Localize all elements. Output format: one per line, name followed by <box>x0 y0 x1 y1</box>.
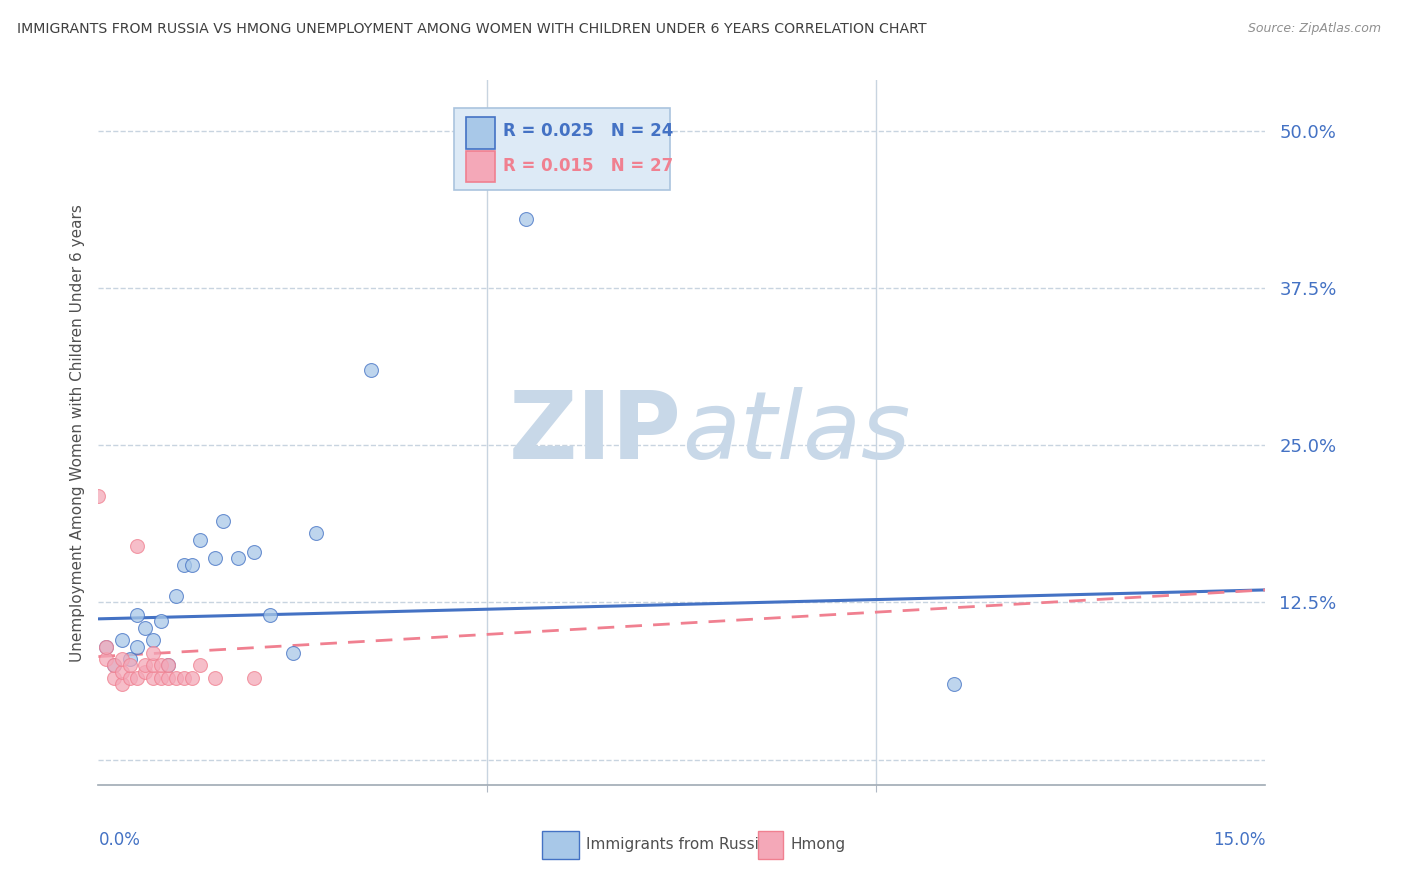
FancyBboxPatch shape <box>465 117 495 149</box>
Point <box>149 658 172 673</box>
Point <box>149 671 172 685</box>
Text: 0.0%: 0.0% <box>98 830 141 849</box>
Point <box>127 608 149 623</box>
Point <box>165 589 187 603</box>
Point <box>305 526 328 541</box>
Text: IMMIGRANTS FROM RUSSIA VS HMONG UNEMPLOYMENT AMONG WOMEN WITH CHILDREN UNDER 6 Y: IMMIGRANTS FROM RUSSIA VS HMONG UNEMPLOY… <box>17 22 927 37</box>
Text: R = 0.015   N = 27: R = 0.015 N = 27 <box>503 157 673 175</box>
Point <box>142 671 165 685</box>
Point <box>173 558 195 572</box>
Point <box>111 665 134 679</box>
Text: ZIP: ZIP <box>509 386 682 479</box>
Point <box>243 671 266 685</box>
Point <box>103 658 125 673</box>
Point <box>111 633 134 648</box>
Point <box>103 658 125 673</box>
Point <box>204 671 226 685</box>
Point <box>118 658 141 673</box>
Text: 15.0%: 15.0% <box>1213 830 1265 849</box>
Point <box>157 658 180 673</box>
Point <box>243 545 266 559</box>
FancyBboxPatch shape <box>541 830 579 859</box>
Point <box>157 658 180 673</box>
Point <box>142 646 165 660</box>
Point <box>281 646 304 660</box>
Text: Hmong: Hmong <box>790 838 845 853</box>
Point <box>149 615 172 629</box>
Point <box>142 658 165 673</box>
Point <box>180 558 202 572</box>
Point <box>87 489 110 503</box>
Point <box>96 652 118 666</box>
Point <box>96 640 118 654</box>
Point <box>127 640 149 654</box>
Text: Immigrants from Russia: Immigrants from Russia <box>586 838 769 853</box>
Text: atlas: atlas <box>682 387 910 478</box>
Point <box>259 608 281 623</box>
Point <box>142 633 165 648</box>
Point <box>103 671 125 685</box>
Point <box>111 677 134 691</box>
Point <box>157 671 180 685</box>
Point <box>204 551 226 566</box>
Point <box>118 652 141 666</box>
Y-axis label: Unemployment Among Women with Children Under 6 years: Unemployment Among Women with Children U… <box>69 203 84 662</box>
Point <box>228 551 250 566</box>
Point <box>180 671 202 685</box>
FancyBboxPatch shape <box>454 109 671 189</box>
Point <box>173 671 195 685</box>
Point <box>96 640 118 654</box>
FancyBboxPatch shape <box>758 830 783 859</box>
Point <box>212 514 235 528</box>
Point <box>118 671 141 685</box>
Point <box>943 677 966 691</box>
Point <box>127 539 149 553</box>
Point <box>127 671 149 685</box>
FancyBboxPatch shape <box>465 151 495 183</box>
Point <box>134 621 156 635</box>
Text: R = 0.025   N = 24: R = 0.025 N = 24 <box>503 122 673 140</box>
Point <box>515 211 537 226</box>
Point <box>188 533 211 547</box>
Point <box>134 665 156 679</box>
Point <box>188 658 211 673</box>
Point <box>360 362 382 376</box>
Point <box>165 671 187 685</box>
Text: Source: ZipAtlas.com: Source: ZipAtlas.com <box>1247 22 1381 36</box>
Point <box>111 652 134 666</box>
Point <box>134 658 156 673</box>
